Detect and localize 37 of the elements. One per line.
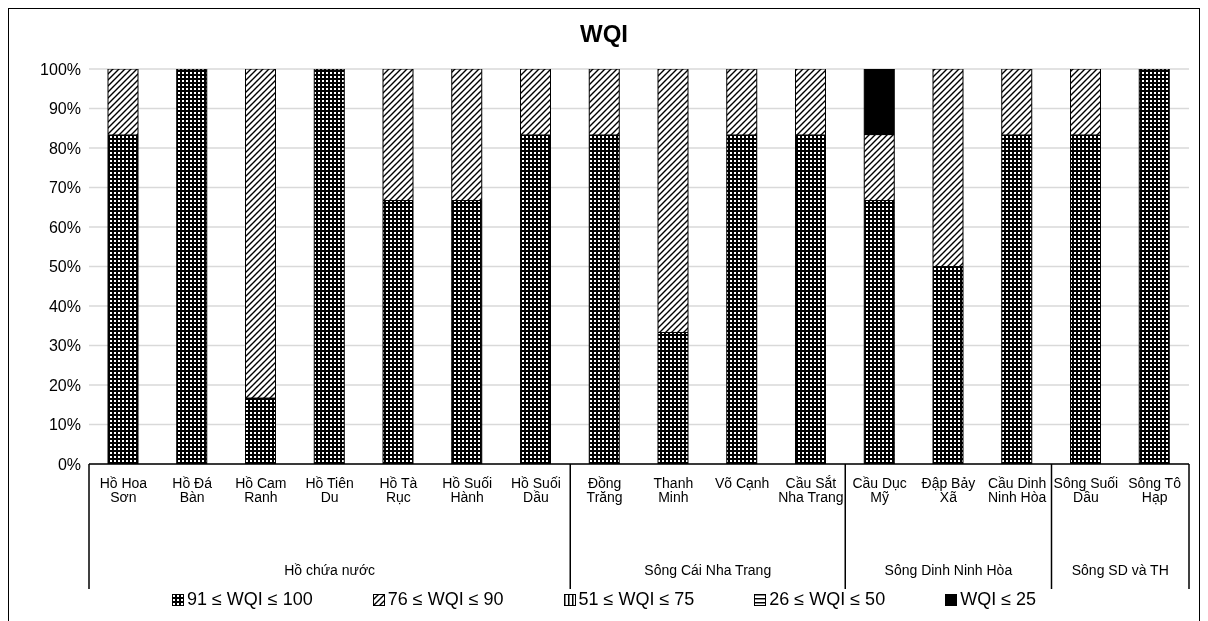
x-tick-label: Sông Suối Dầu bbox=[1053, 474, 1119, 505]
x-tick-label: Hồ Suối Dầu bbox=[510, 474, 561, 505]
x-tick-label: Hồ Suối Hành bbox=[442, 474, 493, 505]
y-tick-label: 30% bbox=[48, 337, 81, 355]
y-tick-label: 10% bbox=[48, 416, 81, 434]
y-tick-label: 0% bbox=[57, 455, 81, 473]
text: Sông SD và TH bbox=[1070, 562, 1170, 578]
y-tick-label: 90% bbox=[48, 100, 81, 118]
y-tick-label: 20% bbox=[48, 376, 81, 394]
x-tick-label: Hồ Cam Ranh bbox=[235, 474, 287, 505]
y-tick-label: 100% bbox=[40, 60, 81, 78]
x-tick-label: Cầu Dục Mỹ bbox=[852, 474, 907, 505]
y-tick-label: 40% bbox=[48, 297, 81, 315]
text: Sông Cái Nha Trang bbox=[643, 562, 773, 578]
legend-label: WQI ≤ 25 bbox=[960, 589, 1037, 610]
x-tick-label: Cầu Sắt Nha Trang bbox=[778, 474, 844, 505]
y-tick-label: 50% bbox=[48, 258, 81, 276]
x-tick-label: Võ Cạnh bbox=[714, 474, 770, 491]
text: Sông Dinh Ninh Hòa bbox=[883, 562, 1014, 578]
y-tick-label: 60% bbox=[48, 218, 81, 236]
legend-label: 26 ≤ WQI ≤ 50 bbox=[769, 589, 886, 610]
x-tick-label: Đồng Trăng bbox=[586, 474, 623, 505]
x-tick-label: Hồ Hoa Sơn bbox=[99, 474, 148, 505]
y-tick-label: 80% bbox=[48, 139, 81, 157]
text: Hồ chứa nước bbox=[283, 562, 377, 578]
legend-label: 91 ≤ WQI ≤ 100 bbox=[186, 589, 313, 610]
y-tick-label: 70% bbox=[48, 179, 81, 197]
x-tick-label: Sông Tô Hạp bbox=[1128, 474, 1182, 505]
x-tick-label: Hồ Tà Rục bbox=[379, 474, 418, 505]
legend-label: 76 ≤ WQI ≤ 90 bbox=[387, 589, 504, 610]
x-tick-label: Đập Bảy Xã bbox=[921, 474, 976, 505]
x-tick-label: Hồ Tiên Du bbox=[305, 474, 354, 505]
x-tick-label: Cầu Dinh Ninh Hòa bbox=[987, 474, 1047, 505]
x-tick-label: Thanh Minh bbox=[653, 474, 694, 505]
chart-title: WQI bbox=[579, 19, 629, 49]
legend-label: 51 ≤ WQI ≤ 75 bbox=[578, 589, 695, 610]
x-tick-label: Hồ Đá Bàn bbox=[172, 474, 213, 505]
